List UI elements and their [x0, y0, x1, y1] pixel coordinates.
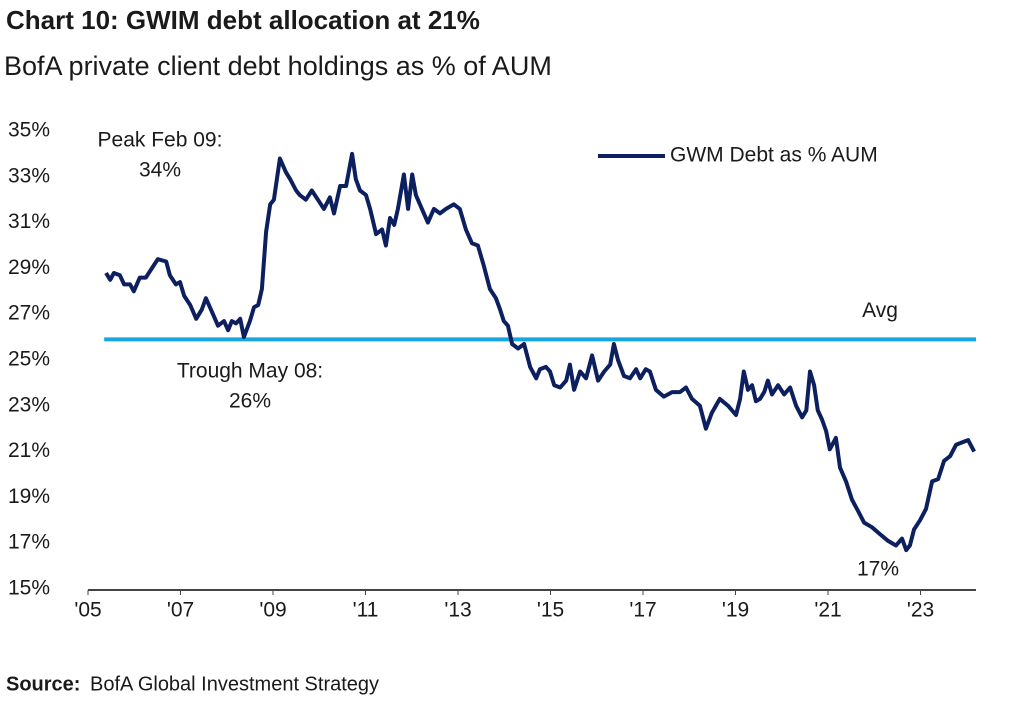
x-tick-label: '19	[722, 599, 749, 622]
y-tick-label: 19%	[8, 485, 50, 508]
annotation: Trough May 08:	[177, 360, 323, 383]
chart-title: Chart 10: GWIM debt allocation at 21%	[6, 5, 480, 35]
series-line	[104, 151, 976, 553]
x-tick-label: '23	[907, 599, 934, 622]
y-tick-label: 15%	[8, 577, 50, 600]
y-tick-label: 27%	[8, 302, 50, 325]
y-tick-label: 33%	[8, 164, 50, 187]
x-tick-label: '17	[629, 599, 656, 622]
y-tick-label: 29%	[8, 256, 50, 279]
x-tick-label: '15	[537, 599, 564, 622]
y-tick-label: 21%	[8, 439, 50, 462]
y-tick-label: 35%	[8, 119, 50, 142]
source: BofA Global Investment Strategy	[90, 673, 379, 695]
x-tick-label: '05	[74, 599, 101, 622]
annotation: 17%	[857, 558, 899, 581]
x-tick-label: '21	[814, 599, 841, 622]
annotation: 34%	[139, 159, 181, 182]
y-tick-label: 17%	[8, 531, 50, 554]
y-tick-label: 23%	[8, 393, 50, 416]
legend-label: GWM Debt as % AUM	[670, 144, 878, 167]
x-tick-label: '09	[259, 599, 286, 622]
chart-subtitle: BofA private client debt holdings as % o…	[4, 51, 552, 81]
annotation: 26%	[229, 390, 271, 413]
x-tick-label: '11	[353, 599, 379, 622]
annotation: Peak Feb 09:	[98, 129, 223, 152]
source-label: Source:	[6, 673, 80, 695]
y-tick-label: 31%	[8, 210, 50, 233]
average-label: Avg	[862, 299, 898, 322]
x-tick-label: '13	[444, 599, 471, 622]
y-tick-label: 25%	[8, 348, 50, 371]
x-tick-label: '07	[167, 599, 194, 622]
